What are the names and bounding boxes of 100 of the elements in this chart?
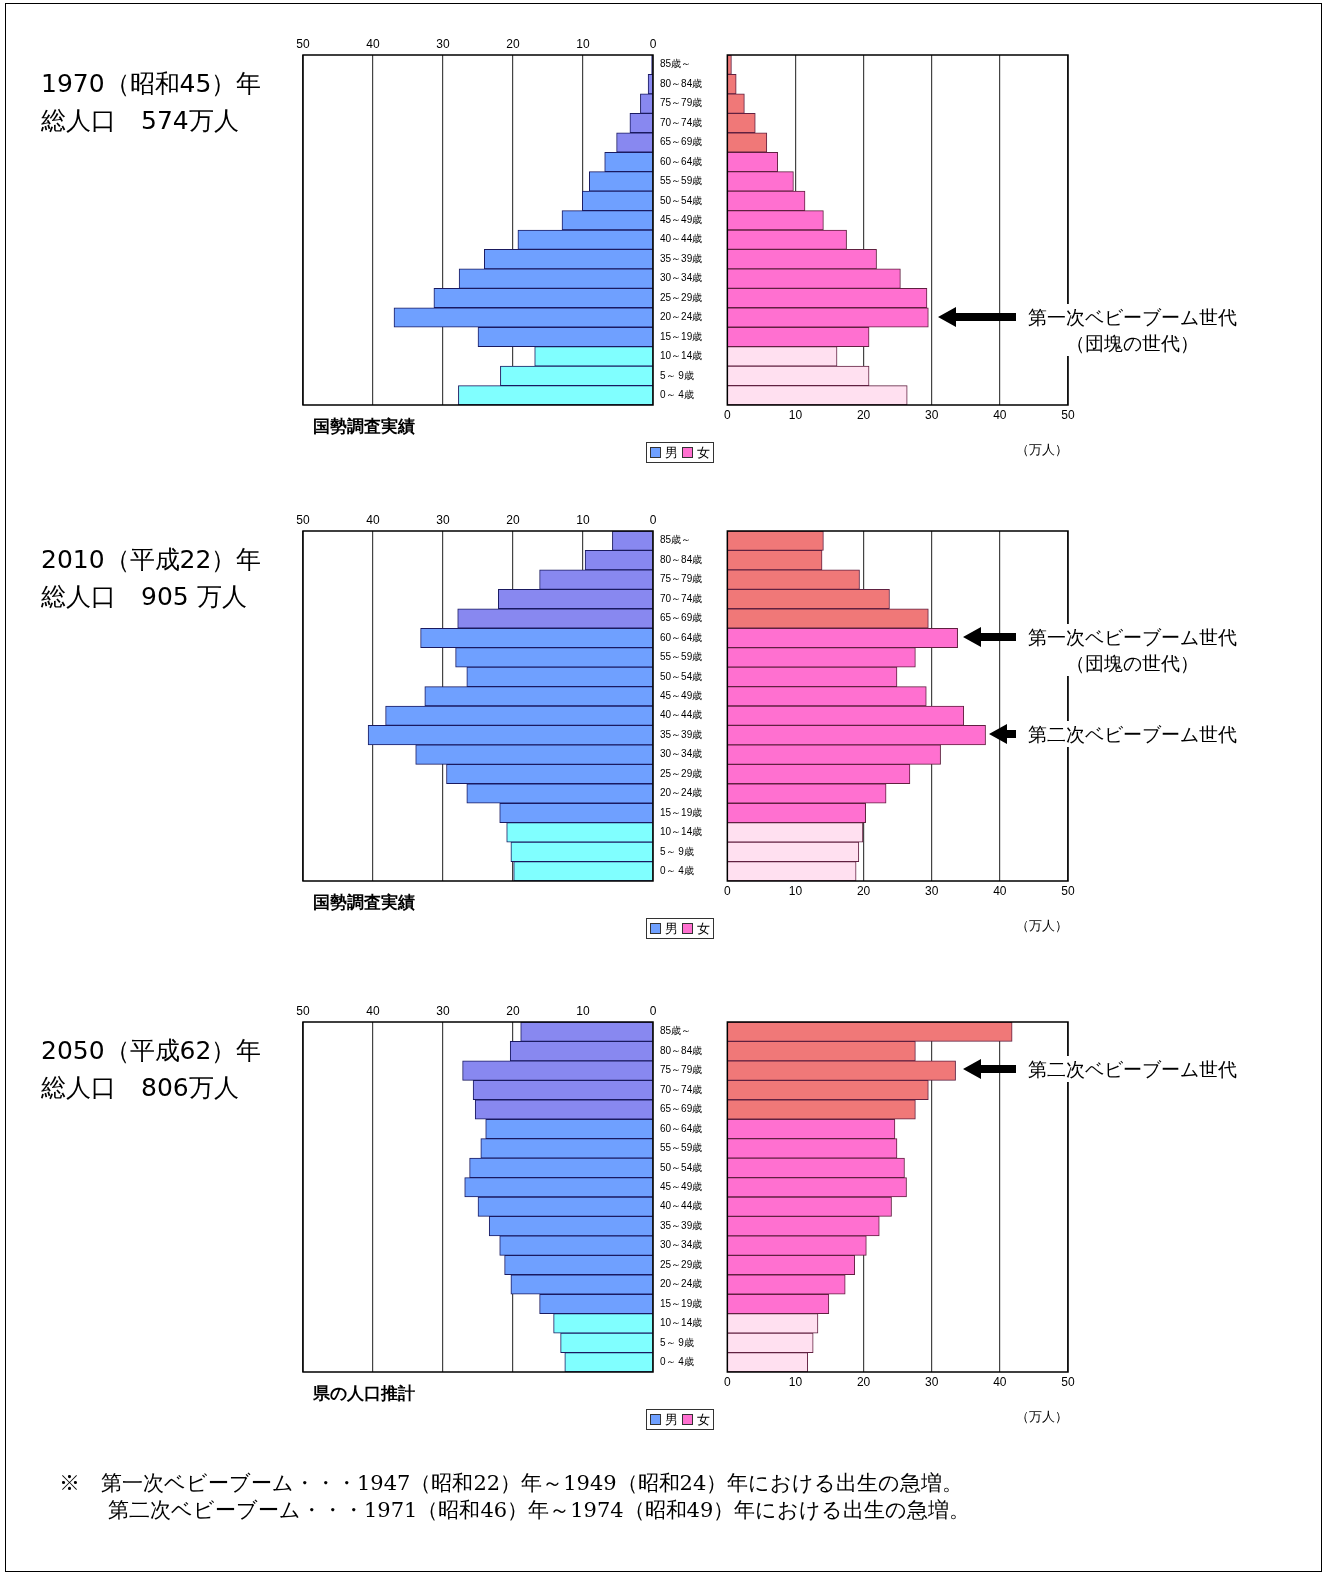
x-tick-label: 50 <box>1061 1374 1075 1389</box>
x-tick-label: 50 <box>1061 883 1075 898</box>
x-tick-label: 10 <box>576 37 590 52</box>
annotation: 第二次ベビーブーム世代 <box>1026 1056 1238 1082</box>
y-tick-label: 10～14歳 <box>660 350 703 362</box>
x-tick-label: 30 <box>436 37 450 52</box>
x-tick-label: 20 <box>506 37 520 52</box>
y-tick-label: 35～39歳 <box>660 1219 703 1231</box>
legend-label: 男 <box>665 919 678 938</box>
y-tick-label: 15～19歳 <box>660 806 703 818</box>
annotation: 第二次ベビーブーム世代 <box>1026 721 1238 747</box>
x-tick-label: 10 <box>788 1374 803 1389</box>
x-tick-label: 40 <box>366 513 380 528</box>
y-tick-label: 45～49歳 <box>660 690 703 702</box>
x-axis-title: （万人） <box>1015 441 1068 459</box>
y-tick-label: 65～69歳 <box>660 1103 703 1115</box>
y-tick-label: 20～24歳 <box>660 1278 703 1290</box>
y-tick-label: 65～69歳 <box>660 136 703 148</box>
y-tick-label: 65～69歳 <box>660 612 703 624</box>
x-tick-label: 10 <box>788 407 803 422</box>
y-tick-label: 70～74歳 <box>660 116 703 128</box>
legend-label: 女 <box>697 1410 710 1429</box>
x-tick-label: 0 <box>723 407 731 422</box>
y-tick-label: 55～59歳 <box>660 175 703 187</box>
annotation: 第一次ベビーブーム世代（団塊の世代） <box>1026 304 1238 356</box>
y-tick-label: 40～44歳 <box>660 709 703 721</box>
y-tick-label: 80～84歳 <box>660 1044 703 1056</box>
legend-label: 男 <box>665 1410 678 1429</box>
x-tick-label: 30 <box>436 513 450 528</box>
y-tick-label: 55～59歳 <box>660 1142 703 1154</box>
y-tick-label: 40～44歳 <box>660 233 703 245</box>
y-tick-label: 0～ 4歳 <box>660 1356 694 1368</box>
y-tick-label: 45～49歳 <box>660 214 703 226</box>
x-tick-label: 40 <box>366 1004 380 1019</box>
y-tick-label: 80～84歳 <box>660 77 703 89</box>
x-tick-label: 0 <box>649 513 657 528</box>
text: ※ 第一次ベビーブーム・・・1947（昭和22）年～1949（昭和24）年における出生の急増。 <box>59 1470 964 1497</box>
y-tick-label: 45～49歳 <box>660 1181 703 1193</box>
y-tick-label: 40～44歳 <box>660 1200 703 1212</box>
x-tick-label: 20 <box>506 1004 520 1019</box>
x-tick-label: 30 <box>925 1374 939 1389</box>
x-tick-label: 0 <box>723 1374 731 1389</box>
x-tick-label: 50 <box>296 513 310 528</box>
y-tick-label: 70～74歳 <box>660 1083 703 1095</box>
y-tick-label: 50～54歳 <box>660 194 703 206</box>
y-tick-label: 35～39歳 <box>660 252 703 264</box>
x-tick-label: 50 <box>296 1004 310 1019</box>
x-tick-label: 50 <box>296 37 310 52</box>
y-tick-label: 5～ 9歳 <box>660 1336 694 1348</box>
y-tick-label: 5～ 9歳 <box>660 369 694 381</box>
x-tick-label: 30 <box>436 1004 450 1019</box>
y-tick-label: 85歳～ <box>660 58 692 70</box>
y-tick-label: 75～79歳 <box>660 97 703 109</box>
x-tick-label: 0 <box>649 1004 657 1019</box>
y-tick-label: 85歳～ <box>660 534 692 546</box>
x-tick-label: 50 <box>1061 407 1075 422</box>
y-tick-label: 50～54歳 <box>660 670 703 682</box>
x-tick-label: 10 <box>576 1004 590 1019</box>
x-tick-label: 40 <box>366 37 380 52</box>
legend-label: 女 <box>697 919 710 938</box>
x-tick-label: 40 <box>993 1374 1007 1389</box>
y-tick-label: 25～29歳 <box>660 291 703 303</box>
legend-label: 男 <box>665 443 678 462</box>
x-axis-title: （万人） <box>1015 917 1068 935</box>
y-tick-label: 60～64歳 <box>660 155 703 167</box>
y-tick-label: 25～29歳 <box>660 1258 703 1270</box>
y-tick-label: 50～54歳 <box>660 1161 703 1173</box>
text: 国勢調査実績 <box>313 891 415 914</box>
y-tick-label: 0～ 4歳 <box>660 865 694 877</box>
y-tick-label: 15～19歳 <box>660 1297 703 1309</box>
x-tick-label: 20 <box>856 407 871 422</box>
y-tick-label: 0～ 4歳 <box>660 389 694 401</box>
y-tick-label: 15～19歳 <box>660 330 703 342</box>
y-tick-label: 25～29歳 <box>660 767 703 779</box>
y-tick-label: 60～64歳 <box>660 631 703 643</box>
text: 2050（平成62）年 <box>41 1035 262 1067</box>
y-tick-label: 85歳～ <box>660 1025 692 1037</box>
y-tick-label: 10～14歳 <box>660 1317 703 1329</box>
x-tick-label: 20 <box>506 513 520 528</box>
annotation: 第一次ベビーブーム世代（団塊の世代） <box>1026 624 1238 676</box>
text: 国勢調査実績 <box>313 415 415 438</box>
x-tick-label: 20 <box>856 883 871 898</box>
x-tick-label: 30 <box>925 407 939 422</box>
y-tick-label: 20～24歳 <box>660 311 703 323</box>
y-tick-label: 30～34歳 <box>660 1239 703 1251</box>
y-tick-label: 75～79歳 <box>660 573 703 585</box>
y-tick-label: 10～14歳 <box>660 826 703 838</box>
y-tick-label: 80～84歳 <box>660 553 703 565</box>
x-tick-label: 10 <box>576 513 590 528</box>
text: 県の人口推計 <box>313 1382 415 1405</box>
x-axis-title: （万人） <box>1015 1408 1068 1426</box>
text: 総人口 574万人 <box>41 105 239 137</box>
y-tick-label: 30～34歳 <box>660 272 703 284</box>
x-tick-label: 20 <box>856 1374 871 1389</box>
y-tick-label: 35～39歳 <box>660 728 703 740</box>
y-tick-label: 20～24歳 <box>660 787 703 799</box>
x-tick-label: 10 <box>788 883 803 898</box>
x-tick-label: 0 <box>649 37 657 52</box>
y-tick-label: 70～74歳 <box>660 592 703 604</box>
text: 2010（平成22）年 <box>41 544 262 576</box>
